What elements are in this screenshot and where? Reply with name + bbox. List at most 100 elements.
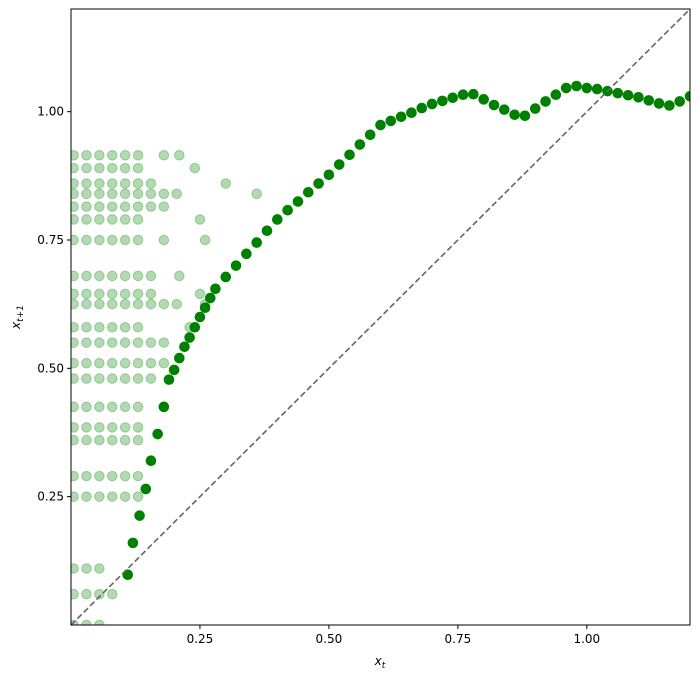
faint-point (119, 337, 131, 348)
faint-point (94, 178, 105, 189)
faint-point (194, 288, 206, 300)
faint-point (119, 470, 131, 482)
faint-point (106, 434, 118, 446)
point (499, 104, 510, 115)
faint-point (94, 422, 105, 433)
faint-point (132, 178, 144, 189)
point (509, 109, 520, 121)
point (550, 89, 562, 101)
faint-point (71, 270, 79, 282)
point (210, 283, 221, 295)
point (199, 302, 211, 314)
faint-point (81, 434, 92, 446)
point (437, 95, 448, 107)
faint-point (94, 321, 105, 333)
y-label-base: x (9, 321, 23, 330)
faint-point (94, 188, 105, 200)
faint-point (158, 234, 170, 246)
faint-point (81, 619, 92, 625)
point (354, 139, 366, 150)
faint-point (106, 150, 118, 161)
y-tick-label: 0.75 (37, 233, 64, 247)
faint-point (71, 201, 79, 212)
faint-point (94, 288, 105, 300)
identity-line (71, 9, 690, 625)
y-tick-label: 0.25 (37, 490, 64, 504)
faint-point (81, 214, 92, 225)
faint-point (106, 178, 118, 189)
faint-point (132, 201, 144, 212)
faint-point (145, 188, 157, 200)
point (189, 321, 201, 333)
y-tick-label: 0.50 (37, 361, 64, 375)
point (344, 149, 355, 161)
faint-point (71, 470, 79, 482)
faint-point (71, 188, 79, 200)
point (158, 401, 170, 413)
point (134, 510, 145, 521)
faint-point (71, 162, 79, 174)
faint-point (81, 401, 92, 413)
faint-point (132, 491, 144, 502)
point (333, 159, 345, 170)
faint-point (94, 491, 105, 502)
point (488, 99, 500, 111)
point (664, 100, 675, 111)
faint-point (132, 234, 144, 246)
faint-point (71, 298, 79, 310)
point (416, 102, 428, 114)
faint-point (220, 178, 232, 189)
point (519, 110, 531, 122)
point (220, 271, 232, 283)
y-label-sub: t+1 (16, 305, 26, 322)
faint-point (132, 422, 144, 433)
faint-point (94, 563, 105, 574)
faint-point (94, 150, 105, 161)
faint-point (81, 162, 92, 174)
point (140, 483, 152, 495)
point (612, 87, 624, 99)
faint-point (132, 470, 144, 482)
faint-point (145, 337, 157, 348)
faint-point (119, 162, 131, 174)
faint-point (145, 270, 157, 282)
faint-point (81, 563, 92, 574)
faint-point (132, 214, 144, 225)
faint-point (106, 401, 118, 413)
point (152, 428, 163, 440)
point (174, 352, 185, 364)
point (375, 119, 386, 131)
x-tick-label: 0.25 (187, 632, 214, 646)
faint-point (145, 201, 157, 212)
faint-point (132, 188, 144, 200)
faint-point (71, 401, 79, 413)
faint-point (81, 373, 92, 384)
faint-point (119, 491, 131, 502)
faint-point (145, 357, 157, 369)
faint-point (71, 434, 79, 446)
point (395, 111, 407, 123)
faint-point (171, 188, 183, 200)
point (447, 92, 459, 104)
faint-point (71, 321, 79, 333)
point (540, 96, 551, 107)
point (571, 80, 582, 92)
faint-point (145, 178, 157, 189)
faint-point (145, 373, 157, 384)
faint-point (81, 234, 92, 246)
faint-point (94, 234, 105, 246)
x-axis-label: xt (374, 654, 386, 671)
faint-point (158, 201, 170, 212)
x-tick-label: 0.75 (445, 632, 472, 646)
faint-point (81, 178, 92, 189)
y-axis-label: xt+1 (9, 305, 26, 330)
faint-point (71, 357, 79, 369)
faint-point (81, 422, 92, 433)
faint-point (158, 337, 170, 348)
faint-point (94, 270, 105, 282)
x-label-base: x (374, 654, 383, 668)
plot-area (71, 9, 690, 625)
faint-point (71, 214, 79, 225)
faint-point (145, 298, 157, 310)
